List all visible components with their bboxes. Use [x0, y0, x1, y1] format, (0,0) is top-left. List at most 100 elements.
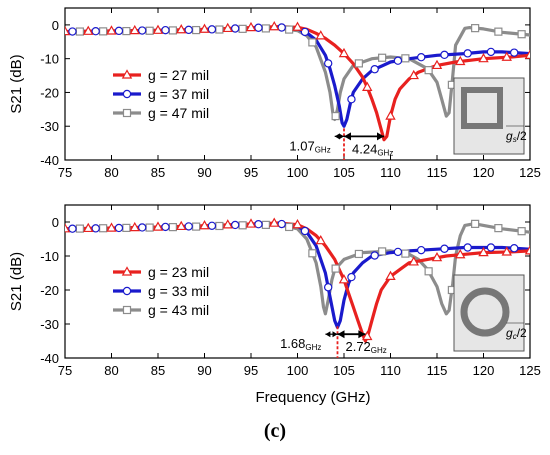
series-marker [99, 224, 108, 233]
x-axis-label: Frequency (GHz) [255, 389, 370, 406]
x-tick-label: 95 [244, 165, 258, 180]
series-marker [192, 25, 201, 35]
y-tick-label: -40 [40, 351, 59, 366]
legend-label: g = 23 mil [148, 264, 209, 280]
square-ring-shape [461, 87, 503, 129]
series-marker [285, 25, 294, 34]
series-marker [393, 56, 403, 65]
series-marker [501, 246, 512, 256]
legend-marker [121, 266, 133, 276]
series-marker [471, 24, 480, 33]
series-marker [145, 223, 154, 232]
arrowhead [325, 331, 331, 338]
series-marker [215, 221, 224, 231]
series-marker [463, 243, 472, 252]
x-tick-label: 100 [287, 363, 309, 378]
series-marker [75, 224, 84, 233]
series-marker [269, 217, 280, 227]
x-tick-label: 80 [104, 165, 118, 180]
arrowhead [344, 132, 351, 141]
series-marker [431, 59, 443, 70]
legend-label: g = 27 mil [148, 67, 209, 83]
arrowhead [376, 132, 384, 141]
series-marker [184, 222, 193, 231]
series-marker [370, 65, 379, 74]
series-marker [277, 219, 286, 229]
x-tick-label: 80 [104, 363, 118, 378]
arrowhead [332, 331, 338, 338]
series-marker [431, 251, 443, 262]
series-marker [338, 274, 350, 284]
series-marker [370, 251, 379, 260]
series-marker [254, 219, 263, 229]
series-marker [385, 270, 396, 280]
series-marker [137, 223, 147, 232]
series-marker [199, 23, 210, 33]
series-marker [269, 21, 280, 31]
x-tick-label: 90 [197, 165, 211, 180]
series-marker [494, 27, 503, 36]
x-tick-label: 110 [380, 363, 401, 378]
series-marker [416, 53, 426, 62]
series-marker [354, 59, 363, 68]
legend-marker [121, 69, 133, 79]
series-marker [308, 249, 317, 258]
y-tick-label: -40 [40, 153, 59, 168]
x-tick-label: 105 [333, 165, 355, 180]
series-marker [501, 51, 512, 61]
series-marker [207, 221, 217, 231]
x-tick-label: 85 [151, 363, 165, 378]
series-marker [292, 218, 303, 229]
legend-label: g = 43 mil [148, 302, 209, 318]
series-marker [338, 47, 350, 58]
series-marker [65, 25, 71, 36]
series-marker [261, 24, 270, 33]
series-marker [161, 222, 170, 232]
circular-ring-shape [460, 287, 510, 337]
y-tick-label: 0 [52, 215, 59, 230]
series-marker [300, 27, 310, 37]
series-marker [401, 249, 410, 258]
series-marker [292, 21, 303, 31]
series-marker [114, 26, 124, 36]
y-tick-label: 0 [52, 18, 59, 33]
series-marker [424, 267, 433, 276]
series-marker [285, 222, 294, 232]
series-marker [238, 221, 247, 230]
series-marker [65, 223, 71, 233]
y-tick-label: -10 [40, 52, 59, 67]
y-tick-label: -20 [40, 85, 59, 100]
x-tick-label: 90 [197, 363, 211, 378]
series-marker [455, 55, 466, 66]
series-marker [168, 26, 177, 35]
series-marker [254, 23, 263, 32]
series-marker [176, 220, 187, 231]
x-tick-label: 120 [473, 363, 495, 378]
series-marker [455, 248, 466, 259]
series-marker [83, 222, 94, 233]
series-marker [245, 21, 257, 32]
x-tick-label: 75 [58, 363, 72, 378]
x-tick-label: 125 [519, 165, 541, 180]
x-tick-label: 75 [58, 165, 72, 180]
series-marker [122, 26, 131, 36]
series-marker [517, 30, 526, 39]
series-marker [471, 219, 480, 228]
series-marker [161, 25, 170, 35]
series-marker [362, 330, 373, 341]
series-marker [152, 221, 164, 231]
series-marker [222, 22, 233, 33]
y-tick-label: -10 [40, 249, 59, 264]
inset-gap-label: gc/2 [506, 326, 527, 341]
arrowhead [337, 330, 345, 339]
panel-label: (c) [263, 420, 287, 442]
plot-area [65, 21, 530, 142]
y-axis-label: S21 (dB) [8, 54, 25, 113]
legend-marker [122, 108, 132, 118]
x-tick-label: 105 [333, 363, 355, 378]
plot-area [65, 217, 530, 343]
series-marker [99, 27, 108, 36]
series-marker [215, 25, 224, 34]
series-marker [517, 227, 526, 236]
chart-bottom: 75 80 85 90 95 100 105 110 115 120 125 0 -10 -20 -30 -4… [8, 204, 541, 378]
